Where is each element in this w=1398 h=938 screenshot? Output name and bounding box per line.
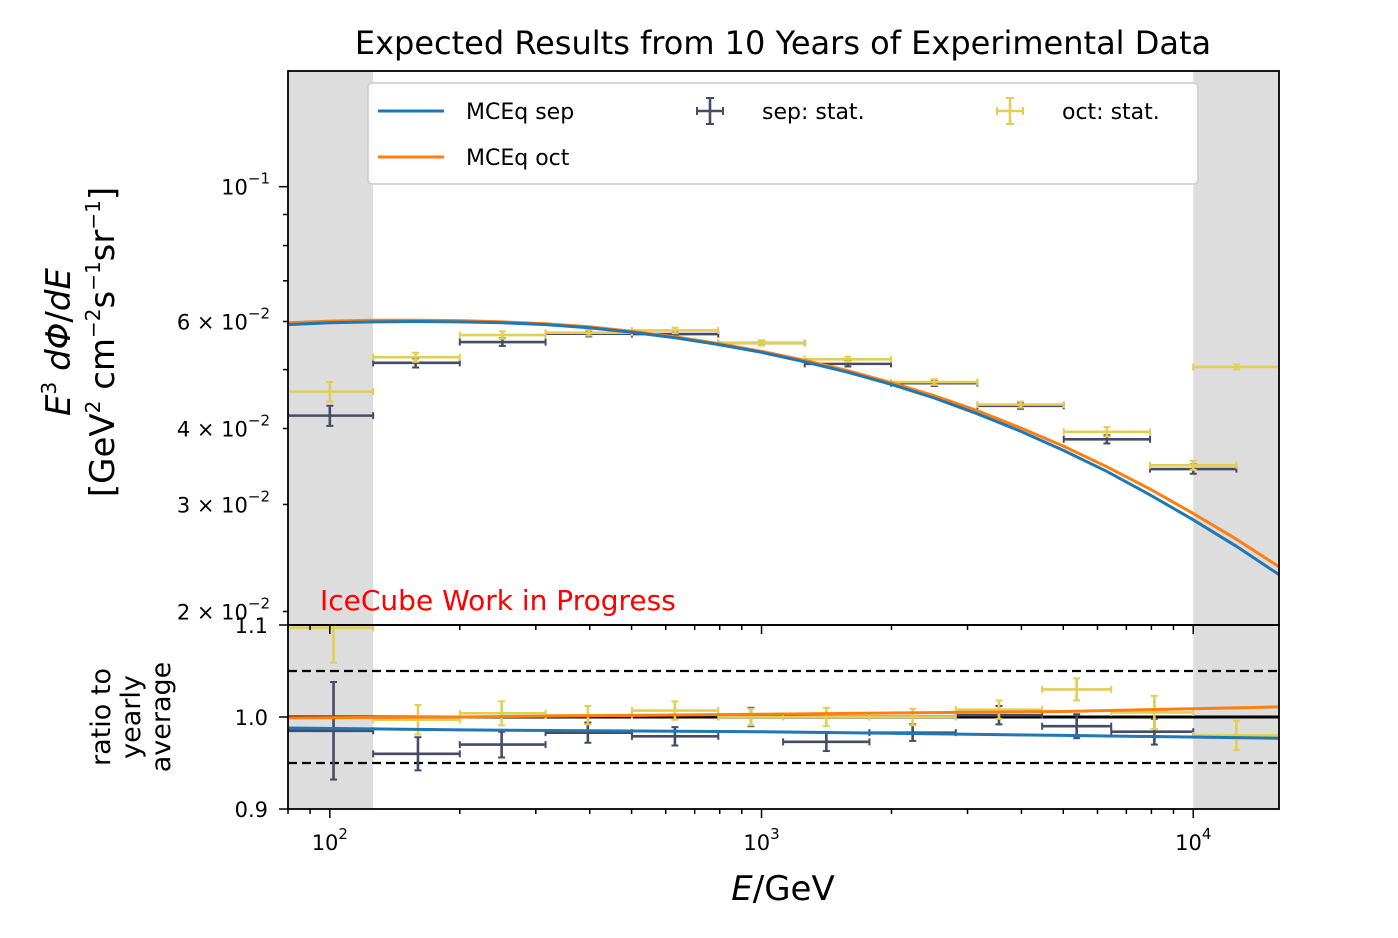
main-oct-stat-errorbars-point-0 [288, 381, 375, 403]
chart-title: Expected Results from 10 Years of Experi… [355, 24, 1211, 62]
main-oct-stat-errorbars-point-6 [803, 355, 893, 363]
main-oct-stat-errorbars-point-1 [372, 351, 461, 363]
ratio-y-axis-label-line: ratio to [86, 668, 117, 766]
ratio-sep-stat-errorbars-point-6 [782, 731, 871, 753]
legend-entry: MCEq sep [378, 100, 574, 125]
tick-base: 10 [221, 600, 248, 624]
tick-base: 10 [743, 831, 770, 855]
tick-base: 10 [221, 176, 248, 200]
ratio-oct-stat-errorbars-point-10 [1110, 694, 1195, 730]
legend-label: MCEq oct [466, 146, 570, 171]
tick-exponent: −1 [248, 170, 270, 188]
ratio-y-axis-label-line: yearly [116, 675, 147, 759]
tick-base: 10 [221, 418, 248, 442]
main-oct-stat-errorbars-point-2 [458, 330, 547, 340]
main-mceq-sep-line [288, 319, 1279, 576]
main-oct-stat-errorbars-point-8 [976, 400, 1065, 409]
y-tick-label: 4 × 10−2 [177, 412, 270, 442]
legend: MCEq sep MCEq oct sep: stat. oct: stat. [367, 82, 1199, 185]
tick-exponent: −2 [248, 594, 270, 612]
tick-exponent: 2 [338, 825, 348, 843]
ratio-y-axis-label: ratio to yearly average [86, 662, 177, 773]
ratio-oct-stat-errorbars-point-9 [1041, 677, 1113, 702]
shaded-region-main-1 [1193, 71, 1279, 625]
ratio-sep-stat-errorbars-point-1 [372, 736, 461, 772]
y-tick-label: 10−1 [221, 170, 270, 200]
main-y-axis-ticks: 10−16 × 10−24 × 10−23 × 10−22 × 10−2 [177, 170, 288, 624]
ratio-y-tick-label: 1.0 [235, 706, 268, 730]
ratio-y-tick-label: 0.9 [235, 798, 268, 822]
ratio-y-axis-label-line: average [146, 662, 177, 773]
tick-base: 10 [1175, 831, 1202, 855]
legend-box [367, 82, 1199, 185]
ratio-y-axis-ticks: 0.9 1.0 1.1 [235, 614, 288, 822]
main-oct-stat-errorbars-point-4 [630, 326, 720, 335]
ratio-mceq-oct-line [288, 705, 1279, 720]
main-oct-stat-errorbars [288, 326, 1279, 471]
tick-exponent: −2 [248, 304, 270, 322]
ratio-oct-stat-errorbars-point-5 [717, 707, 785, 727]
tick-exponent: −2 [248, 487, 270, 505]
shaded-region-main-0 [288, 71, 374, 625]
legend-entry: oct: stat. [996, 97, 1160, 125]
main-oct-stat-errorbars-point-7 [890, 378, 979, 386]
tick-mantissa: 6 × [177, 310, 221, 334]
ratio-mceq-sep-line [288, 726, 1279, 740]
ratio-sep-stat-errorbars-point-2 [458, 730, 547, 759]
y-tick-label: 3 × 10−2 [177, 487, 270, 517]
ratio-sep-stat-errorbars-point-10 [1110, 717, 1195, 746]
ratio-oct-stat-errorbars-point-11 [1192, 719, 1279, 752]
ratio-sep-stat-errorbars-point-0 [288, 681, 375, 781]
x-tick-label: 103 [743, 825, 779, 855]
y-tick-label: 2 × 10−2 [177, 594, 270, 624]
tick-base: 10 [312, 831, 339, 855]
legend-entry: sep: stat. [696, 97, 865, 125]
main-sep-stat-errorbars-point-0 [288, 404, 375, 427]
main-oct-stat-errorbars-point-11 [1192, 363, 1279, 371]
y-tick-label: 6 × 10−2 [177, 304, 270, 334]
main-oct-stat-errorbars-point-10 [1149, 459, 1238, 471]
legend-entry: MCEq oct [378, 146, 570, 171]
tick-mantissa: 4 × [177, 418, 221, 442]
main-y-axis-label: E3 dΦ/dE[GeV2 cm−2s−1sr−1] [37, 187, 123, 497]
ratio-sep-stat-errorbars-point-3 [544, 721, 633, 744]
main-oct-stat-errorbars-point-9 [1062, 426, 1152, 438]
x-tick-label: 104 [1175, 825, 1211, 855]
tick-exponent: −2 [248, 412, 270, 430]
x-axis-ticks: 102 103 104 [287, 625, 1211, 855]
y-axis-label-line2: [GeV2 cm−2s−1sr−1] [81, 187, 123, 497]
legend-label: MCEq sep [466, 100, 574, 125]
ratio-oct-stat-errorbars-point-6 [782, 706, 871, 728]
tick-exponent: 3 [770, 825, 780, 843]
tick-base: 10 [221, 310, 248, 334]
x-axis-label-unit: /GeV [753, 869, 835, 909]
tick-exponent: 4 [1202, 825, 1212, 843]
ratio-oct-stat-errorbars-point-2 [458, 700, 547, 727]
ratio-y-tick-label: 1.1 [235, 614, 268, 638]
ratio-oct-stat-errorbars-point-4 [630, 700, 720, 721]
main-oct-stat-errorbars-point-3 [544, 328, 633, 337]
legend-label: oct: stat. [1062, 100, 1160, 125]
icecube-watermark: IceCube Work in Progress [320, 584, 676, 617]
y-axis-label-line1: E3 dΦ/dE [37, 268, 79, 416]
tick-mantissa: 2 × [177, 600, 221, 624]
x-tick-label: 102 [312, 825, 348, 855]
tick-mantissa: 3 × [177, 493, 221, 517]
x-axis-label-var: E [731, 869, 753, 909]
legend-label: sep: stat. [762, 100, 865, 125]
x-axis-label: E/GeV [731, 869, 834, 909]
tick-base: 10 [221, 493, 248, 517]
